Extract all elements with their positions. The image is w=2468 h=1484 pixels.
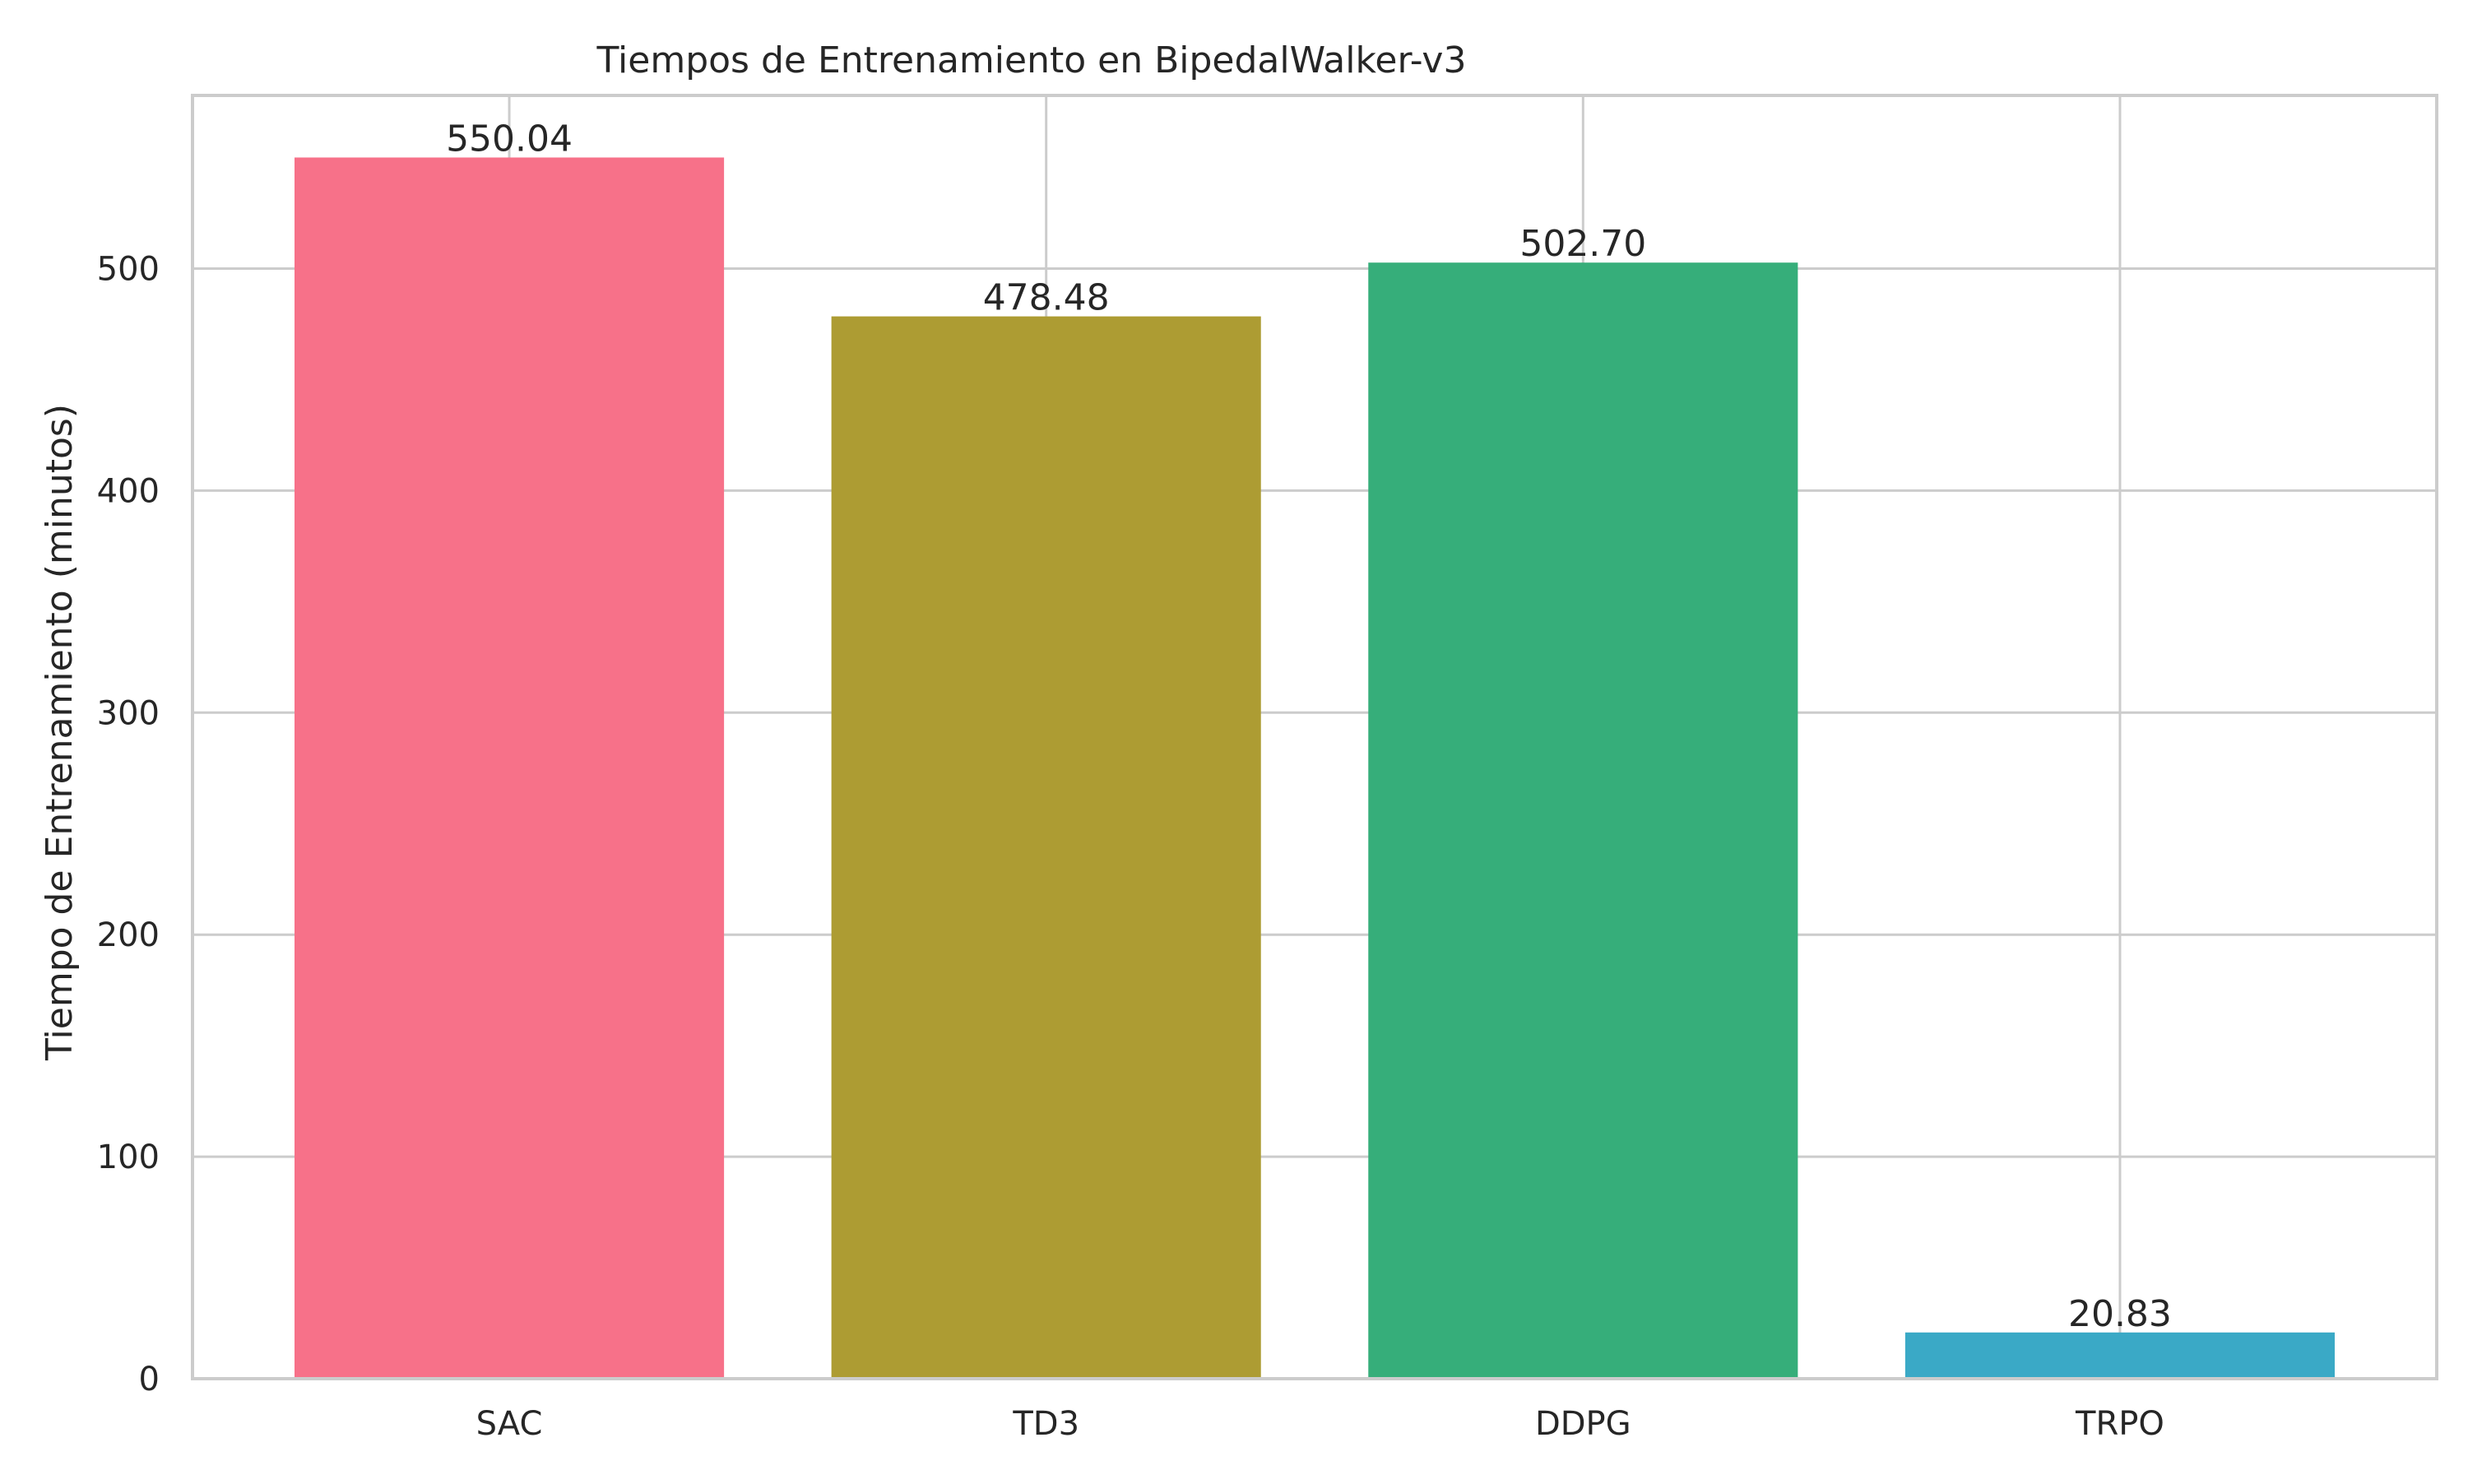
x-tick-label: TRPO [2075,1405,2164,1443]
y-tick-label: 400 [97,472,160,510]
bar-ddpg [1368,262,1798,1380]
data-label-trpo: 20.83 [2068,1293,2172,1335]
y-tick-label: 500 [97,251,160,289]
plot-frame [191,94,2438,1380]
x-tick-label: TD3 [1012,1405,1079,1443]
data-label-td3: 478.48 [983,277,1110,319]
x-axis-ticks: SAC TD3 DDPG TRPO [476,1405,2164,1443]
bars [295,157,2335,1380]
data-label-ddpg: 502.70 [1519,223,1646,265]
chart-title: Tiempos de Entrenamiento en BipedalWalke… [596,39,1467,81]
x-tick-label: SAC [476,1405,543,1443]
bar-trpo [1904,1332,2335,1379]
bar-td3 [831,316,1261,1379]
y-tick-label: 200 [97,916,160,954]
y-tick-label: 100 [97,1139,160,1176]
y-tick-label: 300 [97,694,160,732]
x-tick-label: DDPG [1535,1405,1631,1443]
data-label-sac: 550.04 [446,118,573,160]
bar-sac [295,157,725,1379]
data-labels: 550.04 478.48 502.70 20.83 [446,118,2172,1334]
y-axis-ticks: 0 100 200 300 400 500 [97,251,160,1398]
y-tick-label: 0 [139,1361,160,1398]
y-axis-label: Tiempo de Entrenamiento (minutos) [39,404,81,1061]
